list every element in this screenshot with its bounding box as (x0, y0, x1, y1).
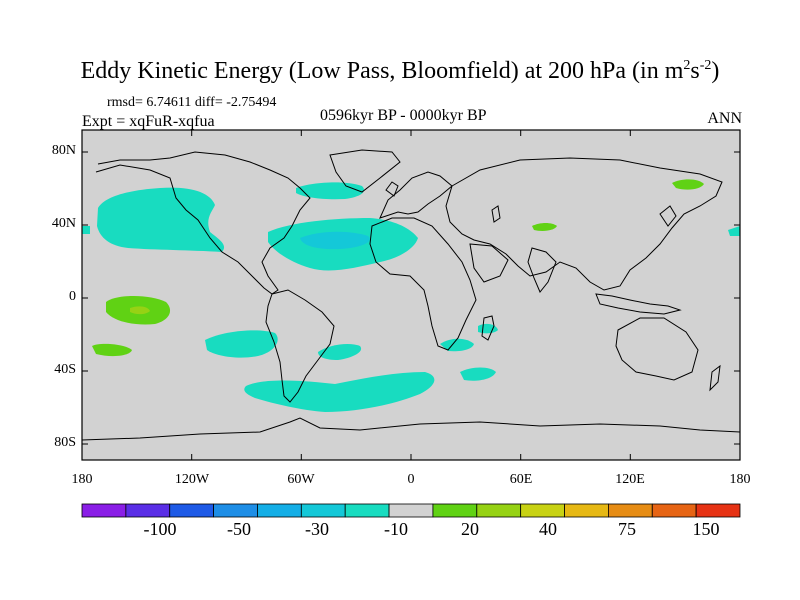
colorbar-box-4 (257, 503, 302, 518)
lat-label-40n: 40N (51, 216, 76, 231)
colorbar-box-13 (651, 503, 697, 518)
map-background (82, 130, 740, 460)
coast-indonesia (595, 293, 682, 315)
lon-label-180w: 180 (71, 472, 93, 487)
colorbar-box-8 (432, 503, 478, 518)
coast-new-zealand (709, 364, 721, 392)
colorbar-box-0 (81, 503, 127, 518)
rmsd-diff-stats: rmsd= 6.74611 diff= -2.75494 (107, 95, 277, 110)
lon-label-60w: 60W (287, 472, 315, 487)
colorbar-box-10 (520, 503, 565, 518)
colorbar-label-minus50: -50 (227, 519, 251, 539)
coast-antarctica (81, 417, 741, 441)
lon-label-0: 0 (407, 472, 415, 487)
colorbar-box-6 (344, 503, 390, 518)
cyan-region-north-pacific (97, 187, 225, 252)
coast-australia (615, 317, 699, 381)
lat-label-80n: 80N (51, 143, 76, 158)
cyan-region-west-edge (82, 226, 90, 234)
cyan-region-south-pacific (205, 330, 278, 358)
colorbar-box-11 (564, 503, 609, 518)
coast-arabia (469, 243, 509, 283)
colorbar-box-7 (388, 503, 434, 518)
title-sup-2: -2 (699, 58, 712, 73)
colorbar-label-40: 40 (539, 519, 557, 539)
title-close: ) (711, 58, 720, 84)
title-sup-1: 2 (683, 58, 691, 73)
coast-caspian (491, 205, 501, 223)
cyan-region-south-atlantic (318, 344, 362, 360)
colorbar-label-150: 150 (692, 519, 720, 539)
lat-label-80s: 80S (54, 435, 76, 450)
title-text: Eddy Kinetic Energy (Low Pass, Bloomfiel… (80, 58, 684, 84)
colorbar-label-minus10: -10 (384, 519, 408, 539)
colorbar-label-20: 20 (461, 519, 479, 539)
period-label: 0596kyr BP - 0000kyr BP (320, 107, 487, 124)
green-region-asia (532, 223, 557, 231)
coast-north-america (95, 151, 311, 295)
cyan-region-africa-southeast (440, 338, 474, 352)
coast-africa (369, 217, 477, 351)
lat-label-0: 0 (69, 289, 76, 304)
colorbar-label-75: 75 (618, 519, 636, 539)
coast-south-america (265, 289, 335, 403)
colorbar-box-2 (169, 503, 215, 518)
colorbar-box-3 (213, 503, 258, 518)
plot-title: Eddy Kinetic Energy (Low Pass, Bloomfiel… (0, 58, 800, 85)
lon-label-60e: 60E (509, 472, 533, 487)
cyan-region-indian-south (460, 367, 496, 381)
colorbar-box-14 (695, 503, 741, 518)
cyan-dark-core-atlantic (300, 231, 370, 250)
colorbar-box-1 (125, 503, 171, 518)
green-region-kamchatka (672, 179, 704, 190)
colorbar-box-5 (300, 503, 346, 518)
colorbar-label-minus100: -100 (143, 519, 177, 539)
title-text-mid: s (690, 58, 700, 84)
cyan-region-southern-ocean (244, 372, 435, 412)
season-label: ANN (707, 110, 742, 127)
colorbar-box-9 (476, 503, 522, 518)
lon-label-120e: 120E (615, 472, 645, 487)
experiment-label: Expt = xqFuR-xqfua (82, 113, 215, 130)
lat-label-40s: 40S (54, 362, 76, 377)
colorbar-label-minus30: -30 (305, 519, 329, 539)
yellowgreen-core-tropical-pacific (130, 306, 150, 315)
coast-greenland (329, 149, 401, 193)
difference-shading (82, 179, 740, 412)
cyan-region-east-edge (728, 226, 740, 236)
coastlines (81, 149, 741, 441)
coast-japan (659, 205, 677, 227)
colorbar (81, 503, 741, 518)
lon-label-120w: 120W (174, 472, 210, 487)
green-region-south-pacific (92, 343, 132, 357)
coast-uk (385, 181, 399, 197)
coast-india (527, 247, 557, 293)
coast-asia (445, 157, 723, 291)
coast-madagascar (481, 315, 495, 341)
axis-ticks (82, 130, 740, 460)
lon-label-180e: 180 (729, 472, 751, 487)
colorbar-box-12 (608, 503, 653, 518)
